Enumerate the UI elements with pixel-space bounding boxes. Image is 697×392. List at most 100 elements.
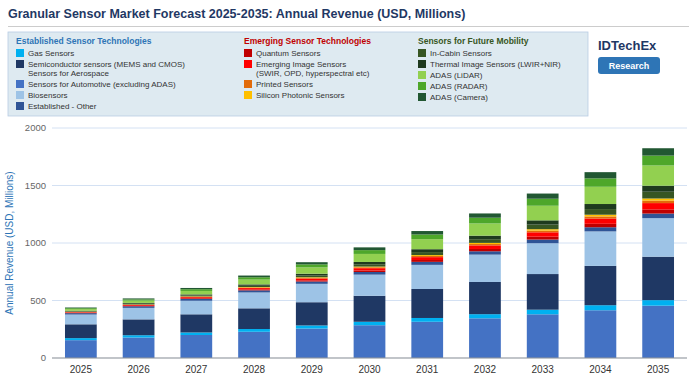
x-tick-label: 2029 — [301, 364, 324, 375]
y-tick-label: 500 — [30, 295, 46, 306]
bar-segment — [642, 300, 674, 306]
bar-segment — [527, 194, 559, 199]
bar-segment — [238, 276, 270, 278]
bar-segment — [527, 240, 559, 244]
separator — [8, 26, 689, 27]
legend-entry: Biosensors — [28, 91, 68, 100]
bar-segment — [123, 298, 155, 300]
bar-segment — [642, 218, 674, 257]
bar-segment — [296, 262, 328, 264]
bar-segment — [469, 244, 501, 245]
bar-segment — [411, 318, 443, 322]
bar-segment — [527, 274, 559, 310]
bar-segment — [469, 223, 501, 235]
bar-segment — [123, 306, 155, 308]
bar-segment — [642, 201, 674, 204]
bar-segment — [296, 274, 328, 276]
legend-swatch — [418, 71, 426, 79]
bar-segment — [180, 301, 212, 315]
bar-segment — [238, 284, 270, 285]
bar-segment — [238, 280, 270, 285]
bar-segment — [180, 294, 212, 295]
bar-segment — [411, 265, 443, 289]
title: Granular Sensor Market Forecast 2025-203… — [8, 7, 465, 21]
bar-segment — [527, 206, 559, 221]
bar-segment — [296, 282, 328, 284]
x-tick-label: 2025 — [70, 364, 93, 375]
bar-segment — [527, 310, 559, 315]
bar-segment — [642, 156, 674, 166]
bar-segment — [65, 312, 97, 313]
bar-segment — [65, 315, 97, 325]
bar-segment — [180, 295, 212, 297]
bar-segment — [296, 325, 328, 328]
bar-segment — [354, 254, 386, 262]
y-axis: 0500100015002000 — [25, 122, 687, 363]
bar-segment — [354, 247, 386, 250]
bar-segment — [527, 243, 559, 274]
legend-entry: Sensors for Automotive (excluding ADAS) — [28, 80, 176, 89]
bar-segment — [180, 296, 212, 297]
bar-segment — [642, 186, 674, 192]
legend: Established Sensor TechnologiesGas Senso… — [8, 32, 588, 116]
bar-segment — [585, 187, 617, 204]
bar-segment — [469, 218, 501, 224]
legend-entry: Semiconductor sensors (MEMS and CMOS)Sen… — [28, 60, 185, 78]
bar-segment — [642, 214, 674, 219]
bar-segment — [296, 264, 328, 267]
bar-segment — [296, 276, 328, 278]
bar-segment — [585, 178, 617, 186]
bar-segment — [65, 313, 97, 314]
bar-segment — [238, 289, 270, 291]
bar-segment — [585, 219, 617, 224]
bar-segment — [411, 234, 443, 239]
legend-entry: Emerging Image Sensors(SWIR, OPD, hypers… — [256, 60, 370, 78]
bar-segment — [642, 165, 674, 185]
bar-segment — [296, 284, 328, 302]
bar-segment — [469, 245, 501, 249]
bar-segment — [585, 209, 617, 215]
bar-segment — [527, 199, 559, 206]
bar-segment — [585, 227, 617, 231]
bar-segment — [180, 335, 212, 358]
bar-segment — [123, 304, 155, 305]
legend-swatch — [16, 60, 24, 68]
bar-segment — [65, 312, 97, 313]
legend-swatch — [244, 60, 252, 68]
legend-entry: Silicon Photonic Sensors — [256, 91, 345, 100]
bar-segment — [411, 289, 443, 318]
bar-segment — [642, 198, 674, 200]
bar-segment — [642, 192, 674, 199]
legend-swatch — [16, 102, 24, 110]
bars — [65, 148, 674, 358]
bar-segment — [469, 314, 501, 318]
bar-segment — [354, 250, 386, 254]
x-tick-label: 2033 — [532, 364, 555, 375]
legend-swatch — [244, 80, 252, 88]
legend-swatch — [418, 49, 426, 57]
legend-group-title: Emerging Sensor Technologies — [244, 36, 371, 46]
legend-group-title: Established Sensor Technologies — [16, 36, 152, 46]
bar-segment — [296, 302, 328, 325]
bar-segment — [527, 231, 559, 233]
bar-segment — [585, 310, 617, 358]
bar-segment — [585, 224, 617, 227]
x-axis: 2025202620272028202920302031203220332034… — [52, 358, 687, 375]
bar-segment — [469, 251, 501, 254]
bar-segment — [411, 322, 443, 358]
bar-segment — [585, 305, 617, 310]
y-tick-label: 1000 — [25, 237, 46, 248]
bar-segment — [585, 231, 617, 266]
bar-segment — [65, 307, 97, 309]
logo-badge — [598, 57, 660, 74]
bar-segment — [469, 249, 501, 251]
bar-segment — [469, 255, 501, 282]
bar-segment — [180, 298, 212, 300]
bar-segment — [123, 304, 155, 305]
bar-segment — [527, 220, 559, 224]
x-tick-label: 2028 — [243, 364, 266, 375]
legend-entry: Quantum Sensors — [256, 49, 320, 58]
legend-entry: Established - Other — [28, 102, 97, 111]
bar-segment — [585, 204, 617, 209]
bar-segment — [238, 287, 270, 289]
